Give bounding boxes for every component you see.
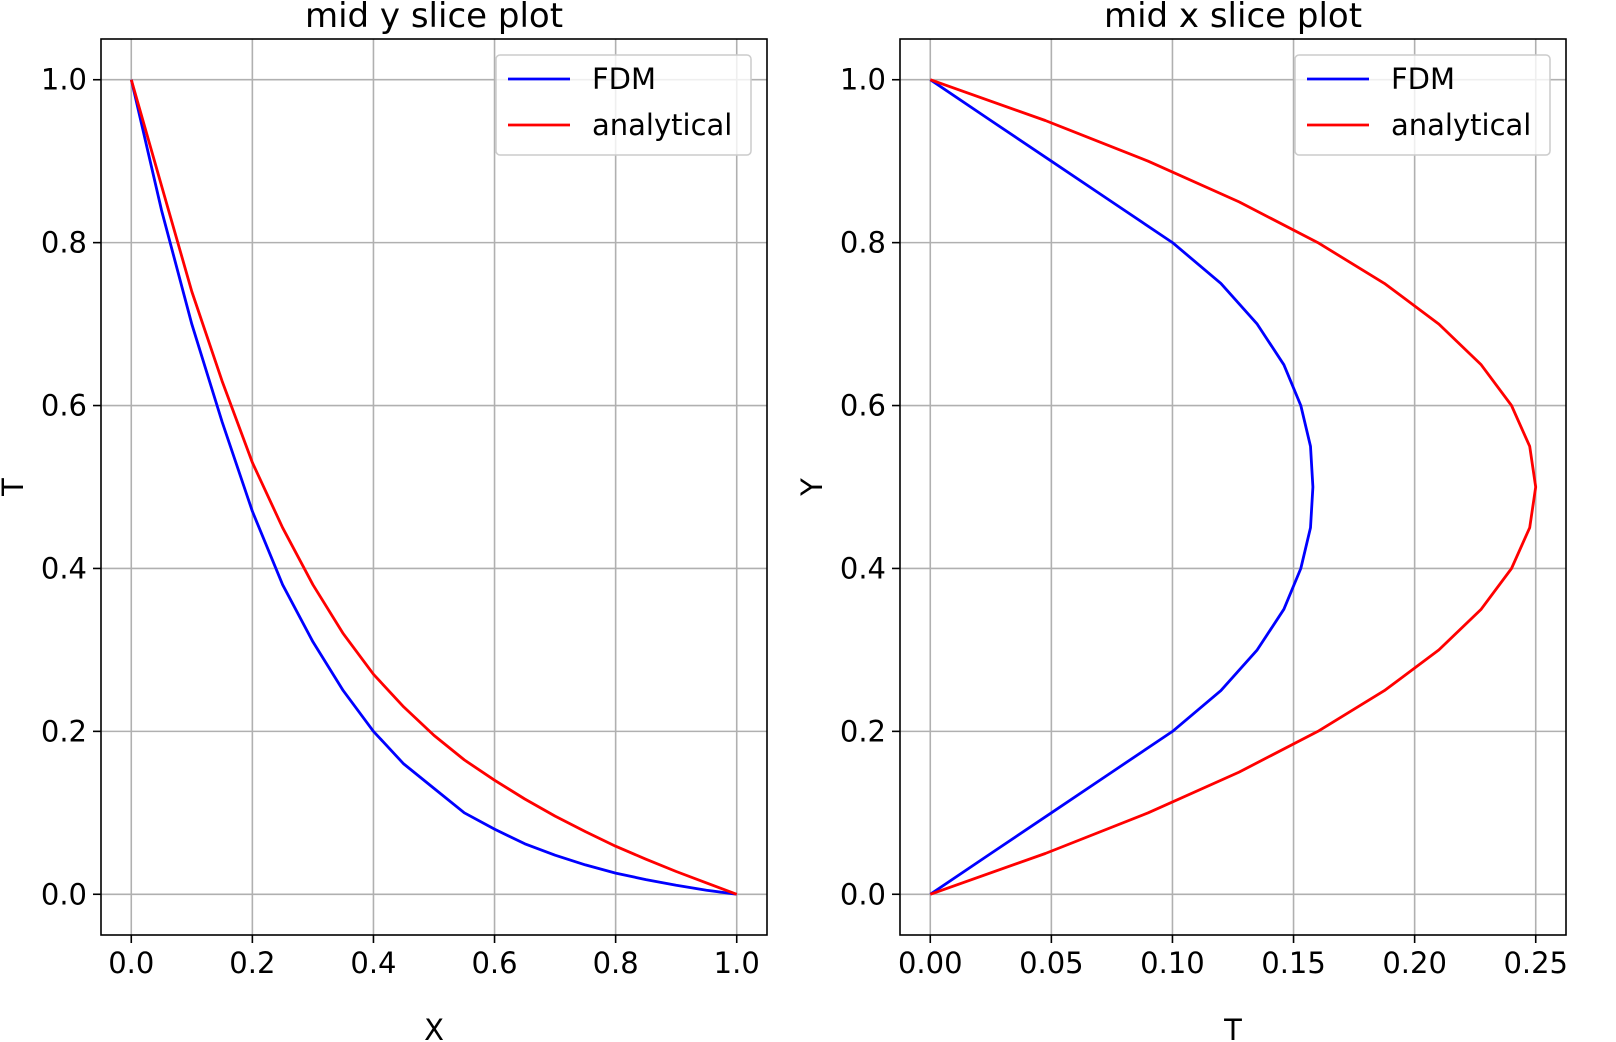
- y-axis-label: T: [0, 478, 30, 497]
- axes-frame: [100, 38, 768, 936]
- plot-area: [101, 39, 767, 935]
- x-tick-label: 0.4: [350, 946, 396, 980]
- x-tick-label: 0.00: [898, 946, 963, 980]
- legend-label-fdm: FDM: [1391, 62, 1455, 96]
- x-tick-label: 0.8: [593, 946, 639, 980]
- y-tick-label: 0.2: [41, 714, 87, 748]
- y-tick-label: 1.0: [41, 63, 87, 97]
- y-tick-label: 0.0: [840, 877, 886, 911]
- y-tick-label: 0.8: [840, 226, 886, 260]
- y-tick-label: 0.8: [41, 226, 87, 260]
- x-tick-label: 0.6: [471, 946, 517, 980]
- x-tick-label: 0.0: [108, 946, 154, 980]
- x-tick-label: 1.0: [714, 946, 760, 980]
- series-line-fdm: [929, 78, 1315, 896]
- x-axis-label: X: [424, 1013, 444, 1042]
- x-tick-label: 0.15: [1261, 946, 1326, 980]
- legend: FDM analytical: [495, 54, 752, 156]
- chart-title: mid y slice plot: [305, 0, 563, 36]
- series-line-analytical: [929, 78, 1538, 896]
- y-tick-label: 1.0: [840, 63, 886, 97]
- chart-title: mid x slice plot: [1104, 0, 1362, 36]
- x-tick-label: 0.2: [229, 946, 275, 980]
- series-line-analytical: [129, 79, 738, 896]
- y-tick-label: 0.6: [41, 389, 87, 423]
- panel-mid-x-slice: 0.00 0.05 0.10 0.15 0.20 0.25 0.0 0.2 0.4 0.6 0.8 1…: [795, 0, 1568, 1042]
- legend-label-analytical: analytical: [592, 108, 732, 142]
- x-tick-label: 0.05: [1019, 946, 1084, 980]
- legend-label-fdm: FDM: [592, 62, 656, 96]
- y-axis-label: Y: [795, 478, 829, 497]
- y-tick-label: 0.4: [840, 551, 886, 585]
- legend: FDM analytical: [1294, 54, 1551, 156]
- y-tick-label: 0.2: [840, 714, 886, 748]
- x-axis-label: T: [1223, 1013, 1242, 1042]
- legend-label-analytical: analytical: [1391, 108, 1531, 142]
- y-tick-label: 0.4: [41, 551, 87, 585]
- axes-frame: [899, 38, 1567, 936]
- x-tick-label: 0.25: [1503, 946, 1568, 980]
- y-tick-label: 0.0: [41, 877, 87, 911]
- panel-mid-y-slice: 0.0 0.2 0.4 0.6 0.8 1.0 0.0 0.2 0.4 0.6 0.8 1.0 mid …: [0, 0, 768, 1042]
- series-line-fdm: [129, 79, 737, 896]
- y-tick-label: 0.6: [840, 389, 886, 423]
- plot-area: [900, 39, 1566, 935]
- x-tick-label: 0.10: [1140, 946, 1205, 980]
- x-tick-label: 0.20: [1382, 946, 1447, 980]
